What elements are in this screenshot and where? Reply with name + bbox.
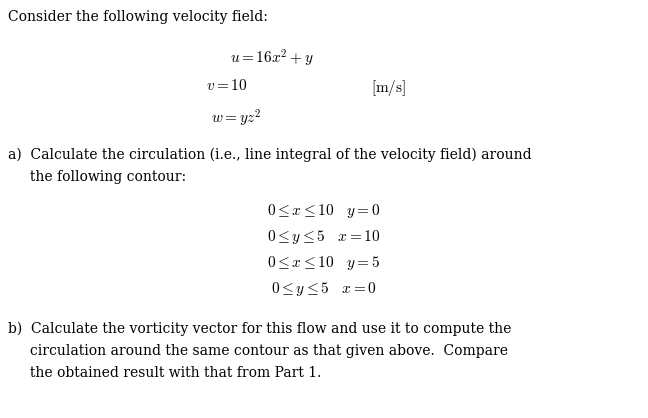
Text: a)  Calculate the circulation (i.e., line integral of the velocity field) around: a) Calculate the circulation (i.e., line…: [8, 148, 531, 162]
Text: the obtained result with that from Part 1.: the obtained result with that from Part …: [8, 366, 321, 380]
Text: $0 \leq y \leq 5 \quad x = 10$: $0 \leq y \leq 5 \quad x = 10$: [268, 228, 380, 246]
Text: $0 \leq x \leq 10 \quad y = 0$: $0 \leq x \leq 10 \quad y = 0$: [268, 202, 380, 220]
Text: $u = 16x^2 + y$: $u = 16x^2 + y$: [230, 48, 314, 69]
Text: $w = yz^2$: $w = yz^2$: [211, 108, 262, 129]
Text: the following contour:: the following contour:: [8, 170, 186, 184]
Text: b)  Calculate the vorticity vector for this flow and use it to compute the: b) Calculate the vorticity vector for th…: [8, 322, 511, 336]
Text: $v = 10$: $v = 10$: [206, 78, 248, 93]
Text: $0 \leq x \leq 10 \quad y = 5$: $0 \leq x \leq 10 \quad y = 5$: [268, 254, 380, 272]
Text: circulation around the same contour as that given above.  Compare: circulation around the same contour as t…: [8, 344, 508, 358]
Text: $[\mathrm{m/s}]$: $[\mathrm{m/s}]$: [371, 78, 406, 98]
Text: $0 \leq y \leq 5 \quad x = 0$: $0 \leq y \leq 5 \quad x = 0$: [271, 280, 377, 298]
Text: Consider the following velocity field:: Consider the following velocity field:: [8, 10, 268, 24]
